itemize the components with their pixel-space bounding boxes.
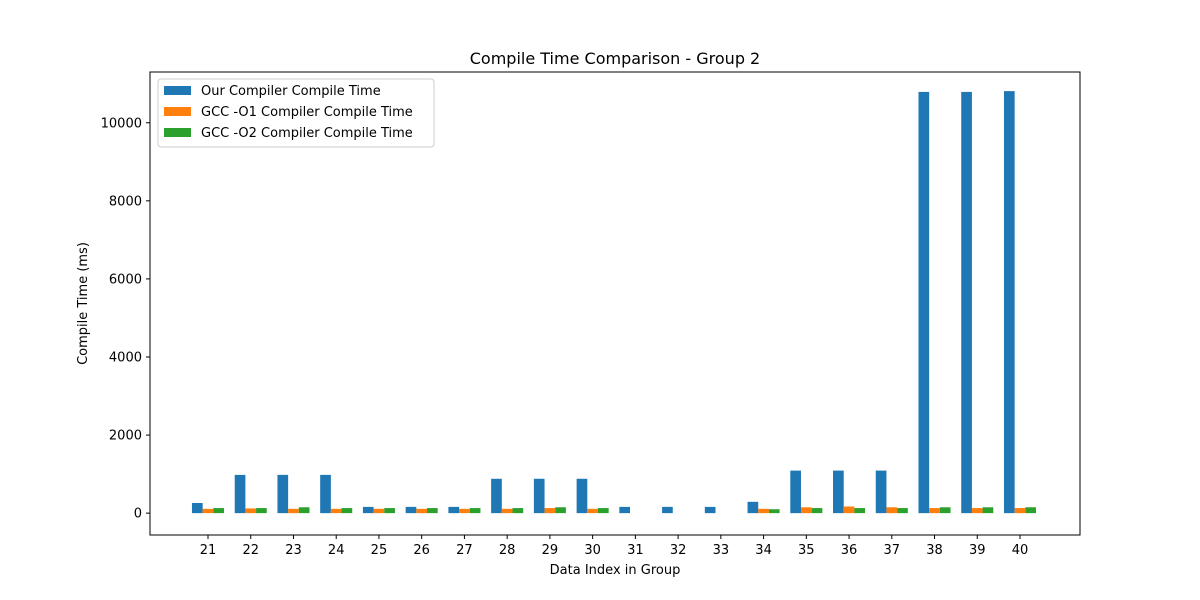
bar-series-1-34	[747, 501, 759, 514]
bar-series-1-30	[576, 478, 588, 514]
bar-series-3-25	[384, 508, 395, 514]
bar-series-3-28	[512, 508, 524, 514]
bar-series-1-31	[619, 506, 631, 514]
x-tick-label: 27	[456, 543, 473, 558]
y-axis: 0 2000 4000 6000 8000 10000	[101, 116, 150, 522]
legend-label: GCC -O1 Compiler Compile Time	[201, 105, 413, 120]
y-tick-label: 10000	[101, 116, 142, 131]
bar-series-2-39	[971, 508, 983, 514]
bar-series-3-29	[555, 507, 566, 514]
x-axis: 21 22 23 24 25 26 27 28 29 30 31 32 33 34 35 36 37 38 39 40	[200, 535, 1029, 558]
bar-series-1-24	[320, 474, 331, 514]
bar-series-1-23	[277, 474, 289, 514]
x-tick-label: 26	[413, 543, 430, 558]
bar-series-3-40	[1025, 507, 1037, 514]
bar-series-1-28	[491, 478, 502, 514]
y-tick-label: 2000	[109, 429, 142, 444]
x-tick-label: 37	[884, 543, 901, 558]
bar-series-1-25	[362, 506, 374, 514]
x-tick-label: 39	[969, 543, 986, 558]
legend-swatch	[164, 107, 191, 116]
bar-series-2-21	[202, 508, 214, 514]
legend-swatch	[164, 86, 191, 95]
bar-series-3-35	[811, 508, 823, 514]
bar-series-2-28	[501, 508, 513, 514]
bar-series-1-21	[191, 502, 203, 514]
bar-series-1-35	[790, 470, 801, 514]
x-tick-label: 36	[841, 543, 858, 558]
x-tick-label: 33	[713, 543, 730, 558]
bar-series-1-22	[234, 474, 246, 514]
bar-series-1-33	[704, 506, 716, 514]
bar-series-1-32	[662, 506, 673, 514]
x-tick-label: 34	[755, 543, 772, 558]
x-tick-label: 23	[285, 543, 302, 558]
bar-series-2-26	[416, 508, 428, 514]
bar-series-3-22	[256, 508, 267, 514]
x-tick-label: 32	[670, 543, 687, 558]
legend-swatch	[164, 128, 191, 137]
chart-title: Compile Time Comparison - Group 2	[470, 49, 760, 68]
bar-series-2-22	[245, 508, 257, 514]
x-tick-label: 38	[926, 543, 943, 558]
bar-series-3-21	[213, 508, 225, 514]
legend: Our Compiler Compile Time GCC -O1 Compile…	[157, 78, 435, 148]
bar-series-3-27	[469, 508, 481, 514]
x-tick-label: 29	[542, 543, 559, 558]
bar-series-3-30	[597, 508, 609, 514]
bar-series-2-25	[373, 508, 385, 514]
y-axis-label: Compile Time (ms)	[76, 242, 91, 365]
x-tick-label: 22	[242, 543, 259, 558]
bar-series-2-27	[459, 508, 470, 514]
bar-series-1-36	[833, 470, 844, 514]
legend-label: GCC -O2 Compiler Compile Time	[201, 126, 413, 141]
bar-series-2-23	[288, 508, 299, 514]
bar-series-1-38	[918, 91, 930, 514]
x-tick-label: 21	[200, 543, 217, 558]
x-tick-label: 40	[1012, 543, 1029, 558]
bar-series-1-26	[405, 506, 417, 514]
bar-series-2-24	[330, 508, 342, 514]
plot-area	[191, 91, 1037, 514]
x-tick-label: 25	[371, 543, 388, 558]
bar-series-3-37	[897, 508, 908, 514]
bar-series-3-36	[854, 508, 866, 514]
legend-label: Our Compiler Compile Time	[201, 84, 381, 99]
y-tick-label: 6000	[109, 272, 142, 287]
x-axis-label: Data Index in Group	[550, 563, 681, 578]
bar-series-2-29	[544, 508, 556, 514]
bar-series-2-30	[587, 508, 598, 514]
y-tick-label: 0	[134, 507, 142, 522]
x-tick-label: 28	[499, 543, 516, 558]
bar-series-2-40	[1014, 508, 1026, 514]
bar-series-3-39	[982, 507, 994, 514]
x-tick-label: 31	[627, 543, 644, 558]
bar-series-3-23	[298, 507, 310, 514]
bar-series-1-37	[875, 470, 887, 514]
y-tick-label: 4000	[109, 350, 142, 365]
x-tick-label: 35	[798, 543, 815, 558]
bar-series-3-34	[768, 509, 780, 514]
bar-series-3-24	[341, 508, 353, 514]
bar-series-1-40	[1003, 91, 1015, 514]
y-tick-label: 8000	[109, 194, 142, 209]
bar-series-2-36	[843, 506, 855, 514]
bar-series-2-37	[886, 507, 898, 514]
bar-series-2-38	[929, 508, 940, 514]
legend-box	[157, 78, 435, 148]
bar-series-1-29	[533, 478, 545, 514]
bar-series-1-39	[961, 91, 972, 514]
bar-series-3-38	[939, 507, 951, 514]
bar-series-2-34	[758, 508, 769, 514]
bar-series-1-27	[448, 506, 460, 514]
plot-frame	[149, 71, 1081, 536]
bar-series-2-35	[800, 507, 812, 514]
x-tick-label: 30	[584, 543, 601, 558]
bar-series-3-26	[427, 508, 438, 514]
x-tick-label: 24	[328, 543, 345, 558]
